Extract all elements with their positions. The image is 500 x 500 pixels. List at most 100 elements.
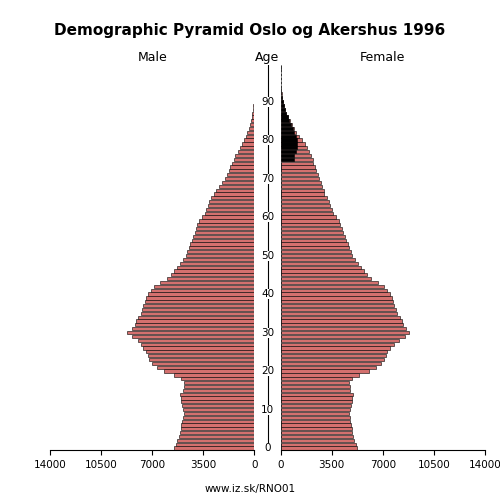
Bar <box>216 188 254 192</box>
Bar <box>280 424 351 426</box>
Bar <box>148 292 254 296</box>
Bar <box>280 104 283 107</box>
Bar <box>280 262 358 265</box>
Bar <box>188 250 254 254</box>
Bar <box>140 312 254 315</box>
Bar <box>280 173 318 176</box>
Bar <box>182 424 254 426</box>
Text: www.iz.sk/RNO01: www.iz.sk/RNO01 <box>204 484 296 494</box>
Bar <box>280 154 311 157</box>
Bar <box>280 370 369 372</box>
Bar <box>280 238 346 242</box>
Bar <box>280 208 332 211</box>
Bar <box>193 234 254 238</box>
Bar <box>196 227 254 230</box>
Title: Female: Female <box>360 51 406 64</box>
Bar <box>174 374 254 376</box>
Bar <box>280 119 289 122</box>
Bar <box>280 358 384 361</box>
Bar <box>177 266 254 268</box>
Bar <box>206 208 254 211</box>
Bar <box>280 96 282 100</box>
Bar <box>194 231 254 234</box>
Bar <box>225 177 254 180</box>
Bar <box>198 223 254 226</box>
Text: 90: 90 <box>261 96 274 106</box>
Bar <box>280 385 349 388</box>
Bar <box>280 234 345 238</box>
Bar <box>180 396 254 400</box>
Bar <box>280 420 350 422</box>
Bar <box>280 158 312 161</box>
Bar <box>280 350 387 354</box>
Bar <box>164 370 254 372</box>
Bar <box>138 338 254 342</box>
Bar <box>280 84 281 88</box>
Bar <box>182 377 254 380</box>
Bar <box>280 150 309 153</box>
Bar <box>280 396 352 400</box>
Bar <box>180 392 254 396</box>
Bar <box>184 385 254 388</box>
Bar <box>177 439 254 442</box>
Bar <box>280 331 409 334</box>
Text: 30: 30 <box>261 328 274 338</box>
Bar <box>280 146 296 150</box>
Bar <box>280 366 376 369</box>
Bar <box>182 404 254 407</box>
Bar <box>280 246 349 250</box>
Bar <box>280 108 284 111</box>
Bar <box>280 196 328 200</box>
Bar <box>138 316 254 319</box>
Bar <box>280 273 366 276</box>
Bar <box>280 250 350 254</box>
Bar <box>280 308 396 311</box>
Bar <box>188 246 254 250</box>
Bar <box>228 173 254 176</box>
Bar <box>280 338 399 342</box>
Bar <box>146 350 254 354</box>
Bar <box>167 277 254 280</box>
Bar <box>280 404 351 407</box>
Text: 40: 40 <box>261 289 274 299</box>
Bar <box>280 316 400 319</box>
Bar <box>183 408 254 411</box>
Bar <box>280 258 355 261</box>
Bar <box>280 292 390 296</box>
Bar <box>280 127 293 130</box>
Bar <box>280 254 352 257</box>
Bar <box>214 192 254 196</box>
Bar <box>280 100 283 103</box>
Text: 70: 70 <box>261 174 274 184</box>
Title: Age: Age <box>256 51 280 64</box>
Bar <box>249 127 254 130</box>
Bar <box>280 270 364 272</box>
Bar <box>253 108 254 111</box>
Bar <box>252 116 254 118</box>
Bar <box>232 162 254 165</box>
Bar <box>280 123 291 126</box>
Bar <box>280 296 392 300</box>
Bar <box>280 427 351 430</box>
Bar <box>146 296 254 300</box>
Bar <box>205 212 254 215</box>
Bar <box>183 416 254 419</box>
Bar <box>280 119 289 122</box>
Bar <box>280 346 390 350</box>
Bar <box>280 242 347 246</box>
Bar <box>280 192 324 196</box>
Bar <box>280 162 314 165</box>
Bar <box>154 285 254 288</box>
Bar <box>280 108 285 111</box>
Bar <box>280 304 394 307</box>
Bar <box>280 300 393 304</box>
Bar <box>199 220 254 222</box>
Text: 80: 80 <box>261 135 274 145</box>
Bar <box>160 281 254 284</box>
Text: 10: 10 <box>261 404 274 414</box>
Bar <box>136 320 254 322</box>
Bar <box>280 439 354 442</box>
Text: 20: 20 <box>261 366 274 376</box>
Bar <box>280 416 350 419</box>
Bar <box>186 254 254 257</box>
